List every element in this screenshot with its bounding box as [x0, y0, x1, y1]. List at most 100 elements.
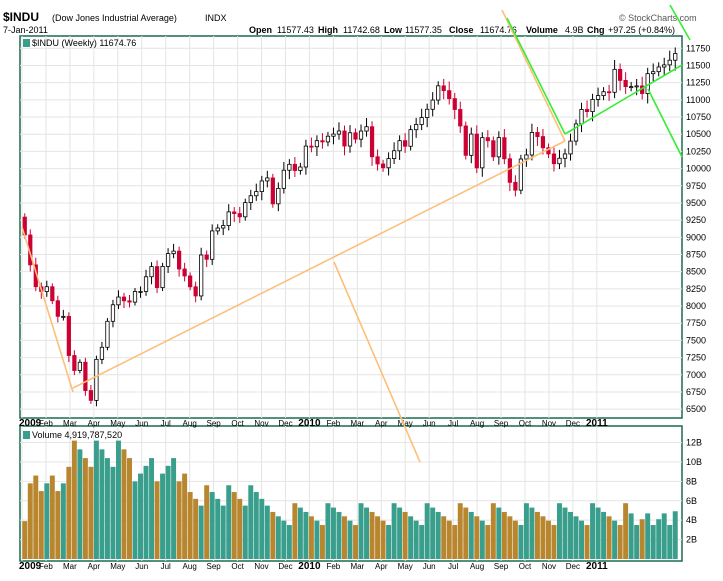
price-tick-label: 6750: [686, 387, 706, 397]
candle-body: [314, 140, 320, 148]
price-tick-label: 10000: [686, 164, 711, 174]
x-tick-label: Oct: [519, 419, 532, 428]
volume-bar: [82, 458, 88, 559]
volume-bar: [534, 511, 540, 559]
candle-body: [502, 137, 507, 160]
volume-bar: [512, 520, 518, 559]
candle-body: [265, 177, 270, 182]
x-tick-label: Sep: [207, 419, 222, 428]
price-tick-label: 7000: [686, 370, 706, 380]
volume-bar: [342, 516, 347, 559]
x-tick-label: Dec: [566, 419, 580, 428]
volume-bar: [314, 520, 320, 559]
candle-body: [309, 145, 314, 148]
volume-bar: [672, 511, 678, 559]
orange-uptrend-support-line: [72, 140, 566, 389]
candle-body: [99, 346, 105, 360]
candle-body: [380, 163, 386, 169]
candle-body: [132, 291, 138, 303]
volume-bar: [66, 466, 72, 559]
volume-bar: [358, 503, 364, 559]
x-tick-label: Mar: [63, 562, 77, 571]
candle-body: [127, 300, 132, 303]
price-tick-label: 8750: [686, 249, 706, 259]
trendline-layer: [21, 4, 691, 463]
volume-bar: [490, 503, 496, 559]
volume-bar: [562, 507, 568, 559]
volume-bar: [215, 498, 221, 559]
candle-body: [276, 187, 281, 205]
open-value: 11577.43: [277, 25, 314, 35]
x-tick-label: Mar: [350, 562, 364, 571]
candle-body: [441, 85, 446, 92]
price-tick-label: 9000: [686, 232, 706, 242]
full-name-label: (Dow Jones Industrial Average): [52, 13, 177, 23]
candle-body: [232, 211, 237, 214]
volume-tick-label: 6B: [686, 496, 697, 506]
candle-body: [573, 123, 579, 142]
candle-body: [595, 95, 601, 100]
date-label: 7-Jan-2011: [3, 25, 48, 35]
price-tick-label: 11500: [686, 60, 710, 70]
symbol-label: $INDU: [3, 10, 39, 24]
candle-body: [303, 145, 309, 168]
volume-bar: [33, 475, 39, 559]
volume-bar: [165, 465, 171, 559]
volume-bar: [303, 511, 309, 559]
x-tick-label: May: [110, 562, 125, 571]
green-upper-line: [669, 4, 691, 41]
volume-bar: [573, 516, 579, 559]
volume-bar: [330, 507, 336, 559]
green-projection-line: [647, 88, 683, 158]
candle-body: [336, 130, 342, 135]
price-tick-label: 10750: [686, 112, 711, 122]
volume-bar: [27, 483, 33, 559]
candle-body: [61, 315, 66, 318]
x-tick-layer: 20092009FebFebMarMarAprAprMayMayJunJunJu…: [19, 418, 608, 572]
volume-bar: [463, 507, 469, 559]
x-tick-label: Mar: [63, 419, 77, 428]
candle-body: [364, 126, 369, 132]
candle-body: [88, 390, 94, 401]
x-tick-label: Jul: [448, 562, 458, 571]
volume-bar: [71, 440, 77, 559]
price-tick-label: 10500: [686, 129, 711, 139]
x-tick-label: Jul: [448, 419, 458, 428]
volume-bar: [606, 516, 612, 559]
high-value: 11742.68: [343, 25, 380, 35]
volume-bar: [77, 449, 83, 559]
volume-bar: [612, 520, 618, 559]
volume-bar: [353, 525, 358, 559]
x-tick-label: Jun: [423, 562, 436, 571]
price-tick-label: 11750: [686, 43, 710, 53]
candle-body: [215, 227, 220, 232]
low-label: Low: [384, 25, 403, 35]
price-panel-border: [19, 35, 683, 419]
volume-y-tick-layer: 2B 4B 6B 8B 10B 12B: [686, 438, 702, 545]
volume-bar: [540, 516, 546, 559]
volume-bar: [187, 492, 193, 559]
volume-bar: [176, 481, 182, 559]
candle-body: [524, 154, 529, 160]
volume-bar: [474, 516, 480, 559]
price-tick-label: 9250: [686, 215, 706, 225]
volume-bar: [634, 525, 640, 559]
volume-bar: [281, 520, 287, 559]
candle-body: [199, 254, 204, 297]
candle-body: [662, 64, 667, 68]
x-tick-label: Nov: [542, 419, 556, 428]
volume-bar: [292, 503, 298, 559]
candle-body: [540, 136, 546, 149]
volume-bar: [556, 503, 562, 559]
candle-body: [325, 135, 331, 143]
volume-bar: [248, 485, 254, 559]
volume-bar: [639, 519, 645, 559]
candle-body: [369, 126, 375, 158]
candle-body: [397, 140, 402, 152]
candle-body: [259, 180, 264, 193]
volume-bar: [419, 525, 425, 559]
candle-body: [447, 90, 452, 100]
volume-bar: [325, 503, 331, 559]
green-support-line: [564, 64, 683, 135]
volume-bar: [88, 466, 94, 559]
